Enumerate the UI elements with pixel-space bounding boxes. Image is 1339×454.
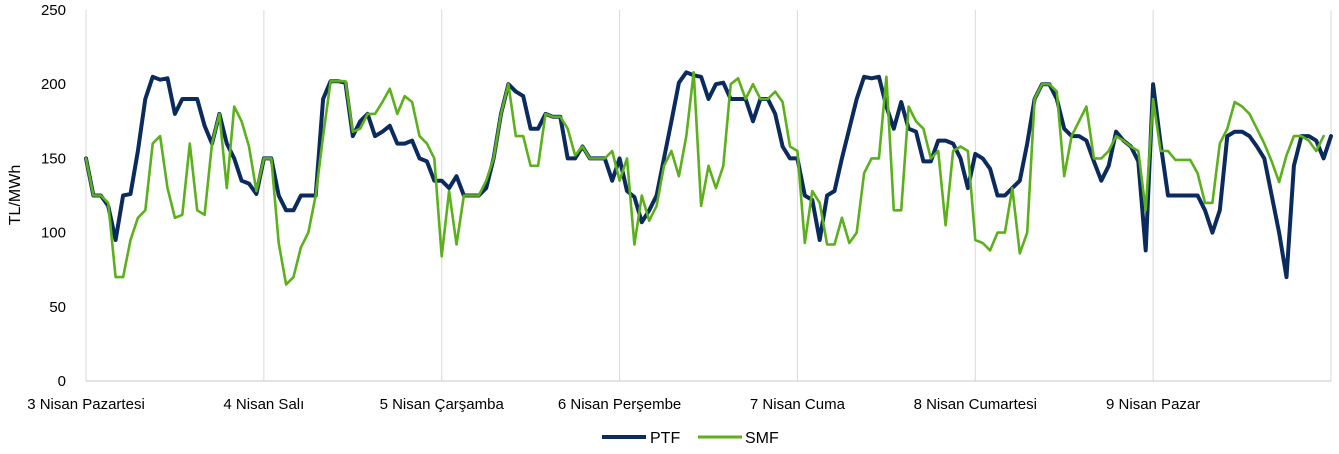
y-axis-ticks: 0 50 100 150 200 250 [41,2,66,390]
y-tick-label: 250 [41,2,66,19]
x-axis-tick-labels: 3 Nisan Pazartesi 4 Nisan Salı 5 Nisan Çar… [27,396,1200,413]
x-tick-label: 9 Nisan Pazar [1106,396,1200,413]
series-line-smf [84,71,1325,286]
vertical-gridlines [85,10,1332,381]
x-tick-label: 4 Nisan Salı [223,396,304,413]
y-axis-label: TL/MWh [7,165,24,225]
legend-label-ptf: PTF [650,430,680,447]
series-lines [84,70,1333,286]
x-tick-label: 8 Nisan Cumartesi [914,396,1037,413]
x-tick-label: 5 Nisan Çarşamba [380,396,505,413]
y-tick-label: 50 [49,299,66,316]
y-tick-label: 0 [58,373,66,390]
y-tick-label: 100 [41,225,66,242]
x-tick-label: 6 Nisan Perşembe [558,396,681,413]
x-tick-label: 3 Nisan Pazartesi [27,396,145,413]
y-tick-label: 150 [41,150,66,167]
legend: PTF SMF [602,430,779,447]
y-tick-label: 200 [41,76,66,93]
legend-label-smf: SMF [745,430,779,447]
x-tick-label: 7 Nisan Cuma [750,396,846,413]
